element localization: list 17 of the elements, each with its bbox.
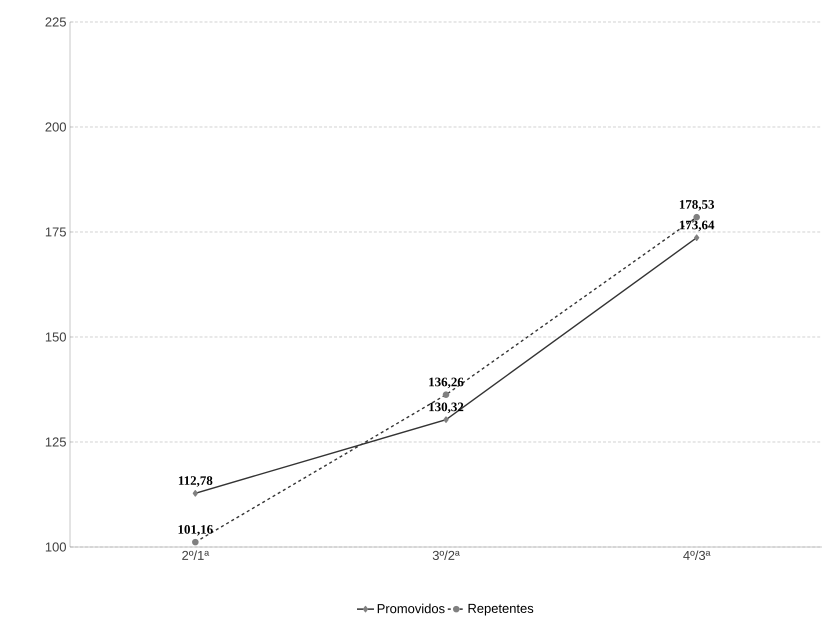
data-label: 178,53 [680, 200, 714, 211]
x-tick-label: 4º/3ª [683, 550, 710, 560]
legend-label: Repetentes [468, 604, 534, 616]
data-label: 130,32 [429, 402, 464, 414]
y-tick-label: 200 [46, 122, 66, 132]
y-tick-label: 125 [46, 437, 66, 447]
legend-label: Promovidos [378, 604, 445, 614]
x-tick-label: 2º/1ª [182, 550, 210, 560]
x-tick-label: 3º/2ª [432, 550, 460, 560]
data-label: 101,16 [178, 525, 213, 536]
y-tick-label: 225 [46, 17, 66, 27]
y-tick-label: 150 [46, 332, 66, 342]
y-tick-label: 175 [46, 227, 66, 237]
data-label: 173,64 [680, 220, 714, 232]
data-label: 136,26 [429, 378, 464, 388]
data-label: 112,78 [178, 476, 212, 487]
y-tick-label: 100 [46, 542, 66, 552]
